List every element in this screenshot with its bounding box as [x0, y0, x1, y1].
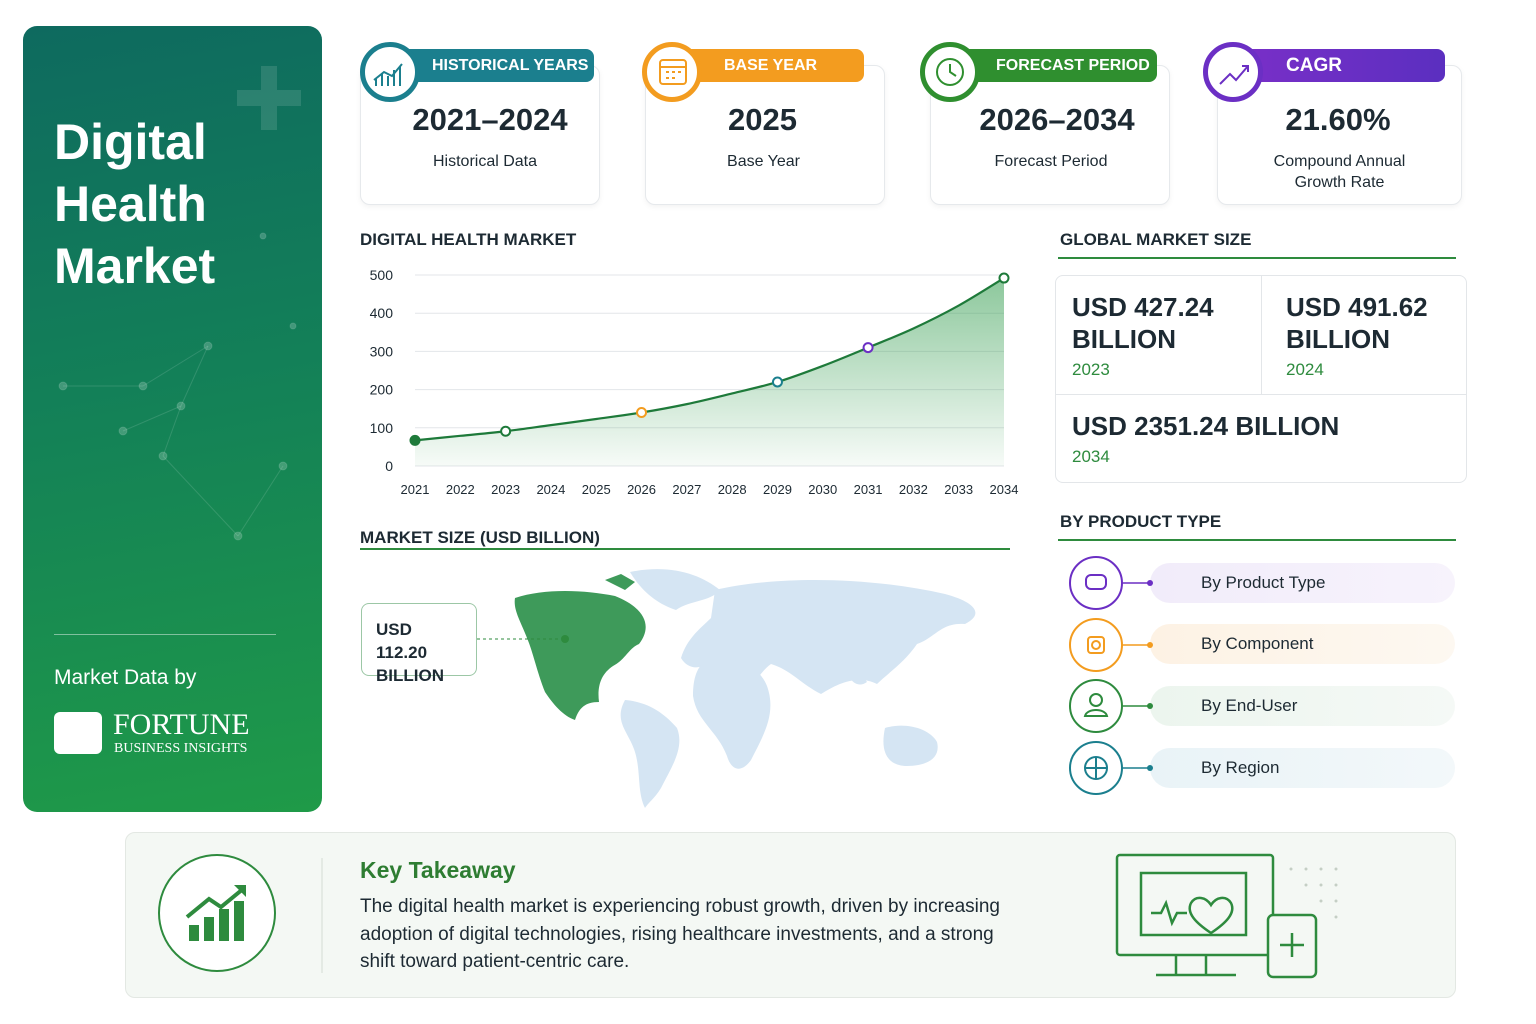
- credit: Market Data by: [54, 666, 197, 689]
- point: [862, 342, 874, 354]
- takeaway-title: Key Takeaway: [360, 857, 516, 883]
- takeaway-panel: Key Takeaway The digital health market i…: [125, 832, 1456, 998]
- x-tick-label: 2029: [763, 482, 792, 497]
- stat-tag: FORECAST PERIOD: [952, 49, 1157, 82]
- stat-tag: HISTORICAL YEARS: [392, 49, 594, 82]
- x-tick-label: 2034: [990, 482, 1019, 497]
- y-tick-label: 200: [370, 382, 394, 398]
- x-tick-label: 2031: [854, 482, 883, 497]
- callout-connector: [477, 635, 569, 643]
- x-tick-label: 2024: [536, 482, 565, 497]
- sidebar: Digital Health Market Market Data by FORTU…: [23, 26, 322, 812]
- brand: FORTUNE: [113, 708, 250, 741]
- map-title: MARKET SIZE (USD BILLION): [360, 528, 600, 547]
- takeaway-text: The digital health market is experiencin…: [360, 896, 1000, 972]
- section-title: BY PRODUCT TYPE: [1060, 512, 1222, 531]
- world-map: [514, 569, 976, 808]
- segment-item: By Region: [1150, 748, 1455, 788]
- x-tick-label: 2025: [582, 482, 611, 497]
- stat-tag: CAGR: [1236, 49, 1445, 82]
- segment-item: By Component: [1150, 624, 1455, 664]
- stat-caption: Compound Annual Growth Rate: [1273, 153, 1406, 191]
- y-tick-label: 500: [370, 267, 394, 283]
- market-year: 2023: [1072, 360, 1110, 379]
- market-value: USD 427.24 BILLION: [1072, 292, 1214, 354]
- x-tick-label: 2021: [401, 482, 430, 497]
- line-chart: 0 100 200 300 400 500 2021 2022 2023 2024 2025 2026…: [370, 267, 1019, 497]
- market-year: 2024: [1286, 360, 1324, 379]
- stat-value: 21.60%: [1285, 102, 1391, 137]
- divider: [1058, 257, 1456, 259]
- x-tick-label: 2032: [899, 482, 928, 497]
- segment-icons: [1069, 556, 1153, 795]
- stat-icon: [360, 42, 420, 102]
- divider: [360, 548, 1010, 550]
- stat-icon: [920, 42, 980, 102]
- stat-value: 2021–2024: [412, 102, 568, 137]
- sidebar-decor: [58, 66, 301, 541]
- divider: [1056, 394, 1466, 395]
- stat-value: 2025: [728, 102, 797, 137]
- stat-caption: Historical Data: [432, 153, 538, 170]
- section-title: GLOBAL MARKET SIZE: [1060, 230, 1252, 249]
- segment-item: By End-User: [1150, 686, 1455, 726]
- y-tick-label: 0: [385, 458, 393, 474]
- point: [500, 425, 512, 437]
- chart-title: DIGITAL HEALTH MARKET: [360, 230, 577, 249]
- point: [771, 376, 783, 388]
- title-line: Market: [54, 238, 216, 294]
- title-line: Health: [54, 176, 207, 232]
- market-value: USD 2351.24 BILLION: [1072, 411, 1340, 441]
- segment-item: By Product Type: [1150, 563, 1455, 603]
- x-tick-label: 2030: [808, 482, 837, 497]
- stat-icon: [642, 42, 702, 102]
- y-tick-label: 100: [370, 420, 394, 436]
- takeaway-art: [158, 853, 1338, 979]
- market-year: 2034: [1072, 447, 1110, 466]
- title: Digital Health Market: [54, 111, 215, 297]
- brand-sub: BUSINESS INSIGHTS: [114, 741, 248, 756]
- y-tick-label: 300: [370, 343, 394, 359]
- stat-icon: [1203, 42, 1263, 102]
- y-tick-label: 400: [370, 305, 394, 321]
- logo-mark: [54, 712, 102, 754]
- market-size-box: USD 427.24 BILLION 2023 USD 491.62 BILLI…: [1055, 275, 1467, 483]
- x-tick-label: 2022: [446, 482, 475, 497]
- point: [998, 272, 1010, 284]
- title-line: Digital: [54, 114, 207, 170]
- x-tick-label: 2033: [944, 482, 973, 497]
- divider: [1261, 276, 1262, 394]
- divider: [54, 634, 276, 635]
- stat-caption: Base Year: [727, 153, 800, 170]
- area: [415, 278, 1004, 466]
- x-tick-label: 2027: [672, 482, 701, 497]
- point: [409, 434, 421, 446]
- stat-value: 2026–2034: [979, 102, 1135, 137]
- stat-caption: Forecast Period: [994, 153, 1108, 170]
- point: [636, 407, 648, 419]
- market-value: USD 491.62 BILLION: [1286, 292, 1428, 354]
- x-tick-label: 2026: [627, 482, 656, 497]
- divider: [1058, 539, 1456, 541]
- map-callout: USD 112.20 BILLION: [361, 603, 477, 685]
- stat-tag: BASE YEAR: [676, 49, 864, 82]
- x-tick-label: 2028: [718, 482, 747, 497]
- x-tick-label: 2023: [491, 482, 520, 497]
